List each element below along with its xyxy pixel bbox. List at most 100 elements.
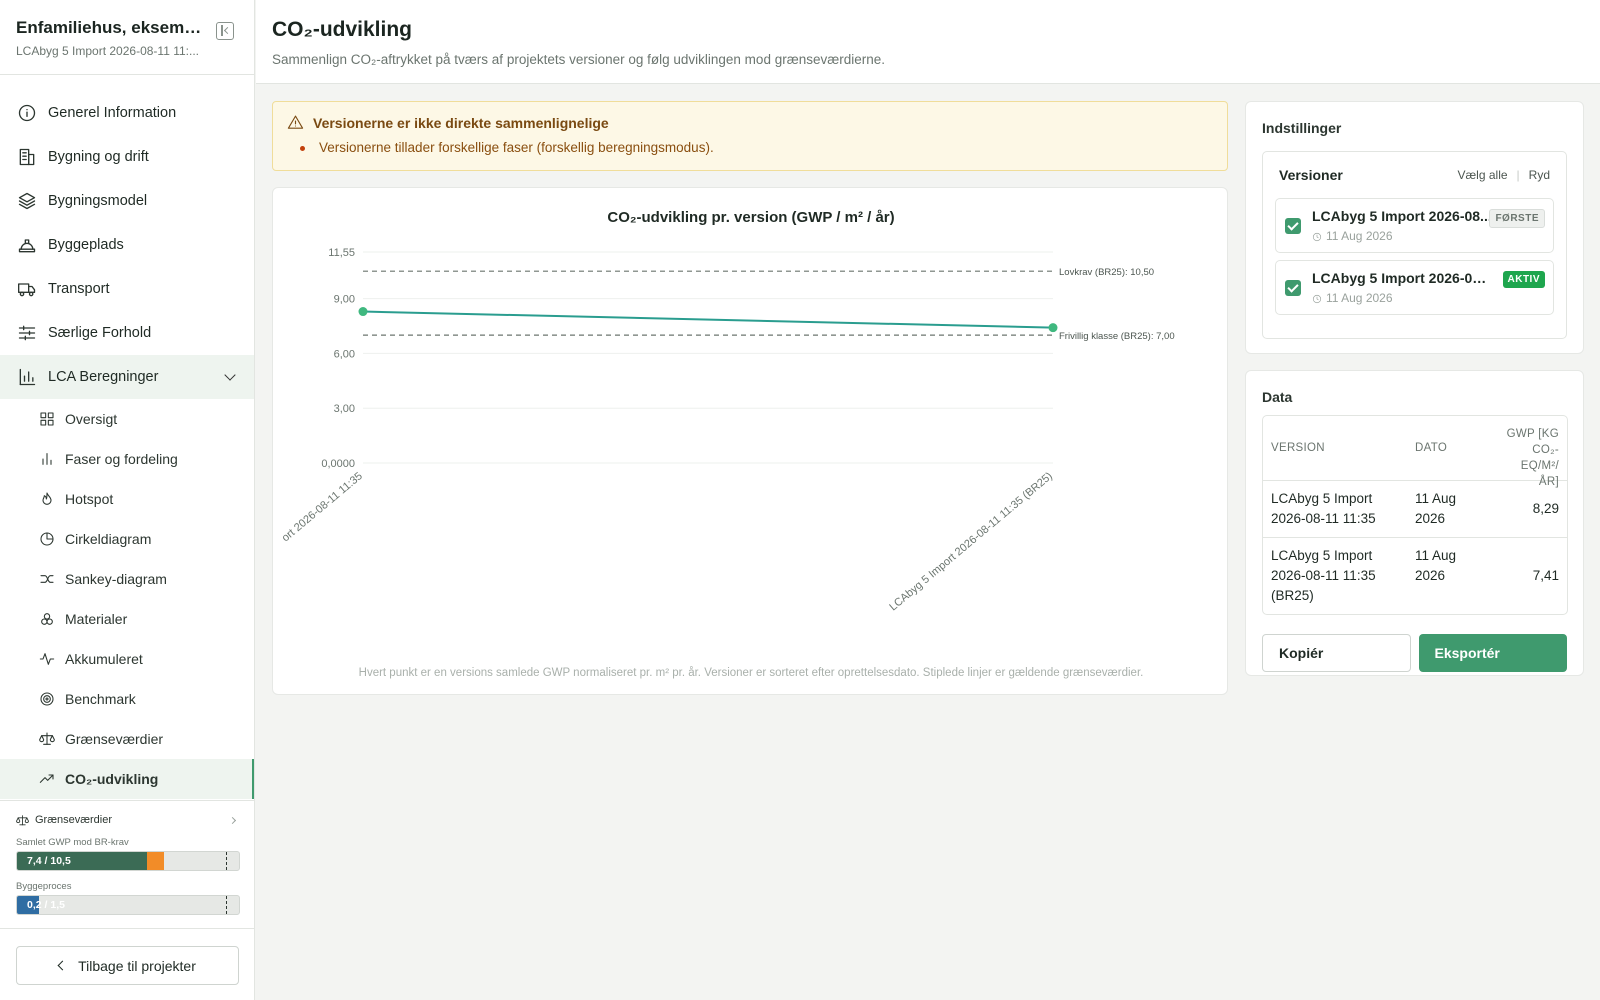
sidebar-subitem-label: Benchmark [65, 691, 136, 707]
sidebar-subitem-materialer[interactable]: Materialer [0, 599, 254, 639]
settings-card: Indstillinger Versioner Vælg alle | Ryd … [1245, 101, 1584, 354]
column-header-gwp: GWP [KG CO₂-EQ/M²/ ÅR] [1506, 428, 1559, 488]
limits-summary[interactable]: Grænseværdier Samlet GWP mod BR-krav 7,4… [0, 800, 254, 915]
sidebar-subitem-akkumuleret[interactable]: Akkumuleret [0, 639, 254, 679]
separator: | [1516, 168, 1520, 182]
version-date: 11 Aug 2026 [1312, 291, 1545, 305]
sidebar-item-label: LCA Beregninger [48, 369, 159, 385]
materials-icon [39, 611, 55, 627]
threshold-label: Lovkrav (BR25): 10,50 [1059, 267, 1154, 278]
version-date: 11 Aug 2026 [1312, 229, 1545, 243]
sankey-icon [39, 571, 55, 587]
sidebar-item-label: Byggeplads [48, 237, 124, 253]
column-header-date: DATO [1415, 442, 1448, 454]
limits-header[interactable]: Grænseværdier [16, 813, 238, 827]
sidebar-item-transport[interactable]: Transport [0, 267, 254, 311]
sidebar-item-label: Bygning og drift [48, 149, 149, 165]
clear-link[interactable]: Ryd [1528, 168, 1550, 182]
y-tick-label: 6,00 [334, 348, 355, 360]
threshold-label: Frivillig klasse (BR25): 7,00 [1059, 331, 1175, 342]
sidebar-subitem-graensevaerdier[interactable]: Grænseværdier [0, 719, 254, 759]
sidebar-item-generel-information[interactable]: Generel Information [0, 91, 254, 135]
sidebar-subitem-oversigt[interactable]: Oversigt [0, 399, 254, 439]
sidebar-subitem-label: Hotspot [65, 491, 114, 507]
data-table: VERSION DATO GWP [KG CO₂-EQ/M²/ ÅR] LCAb… [1262, 415, 1568, 615]
sidebar-subitem-label: Oversigt [65, 411, 118, 427]
chevron-down-icon[interactable] [224, 369, 236, 381]
gwp-limit-bar: 7,4 / 10,5 [16, 851, 240, 871]
back-button-label: Tilbage til projekter [78, 957, 196, 974]
gwp-bar-overflow [147, 852, 164, 870]
sidebar-item-label: Transport [48, 281, 110, 297]
sidebar-subitem-label: Sankey-diagram [65, 571, 167, 587]
export-button[interactable]: Eksportér [1418, 634, 1567, 672]
version-checkbox[interactable] [1285, 218, 1301, 234]
versions-title: Versioner [1279, 167, 1343, 183]
truck-icon [17, 279, 37, 299]
version-item[interactable]: LCAbyg 5 Import 2026-08-... 11 Aug 2026 … [1275, 260, 1554, 315]
data-card: Data VERSION DATO GWP [KG CO₂-EQ/M²/ ÅR]… [1245, 370, 1584, 676]
gwp-bar-fill [17, 852, 147, 870]
sidebar-subitem-label: Akkumuleret [65, 651, 143, 667]
sidebar-item-label: Generel Information [48, 105, 177, 121]
sidebar: Enfamiliehus, eksempel... LCAbyg 5 Impor… [0, 0, 255, 1000]
sidebar-item-label: Særlige Forhold [48, 325, 152, 341]
sidebar-item-saerlige-forhold[interactable]: Særlige Forhold [0, 311, 254, 355]
sidebar-item-label: Bygningsmodel [48, 193, 148, 209]
chart-x-labels: ort 2026-08-11 11:35 LCAbyg 5 Import 2026… [280, 470, 1055, 613]
sidebar-subitem-sankey-diagram[interactable]: Sankey-diagram [0, 559, 254, 599]
warning-title: Versionerne er ikke direkte sammenlignel… [287, 114, 1213, 131]
scale-icon [16, 814, 29, 827]
limit-marker [226, 852, 227, 870]
warning-item: Versionerne tillader forskellige faser (… [287, 140, 1213, 155]
sidebar-subitem-label: CO₂-udvikling [65, 771, 159, 787]
sidebar-subitem-benchmark[interactable]: Benchmark [0, 679, 254, 719]
sidebar-subitem-hotspot[interactable]: Hotspot [0, 479, 254, 519]
column-header-version: VERSION [1271, 442, 1325, 454]
chart-thresholds: Lovkrav (BR25): 10,50 Frivillig klasse (B… [363, 267, 1175, 342]
series-line [362, 310, 1054, 329]
version-name: LCAbyg 5 Import 2026-08... [1312, 208, 1492, 224]
gwp-bar-text: 7,4 / 10,5 [27, 855, 71, 867]
versions-panel: Versioner Vælg alle | Ryd LCAbyg 5 Impor… [1262, 151, 1567, 339]
sidebar-subitem-label: Grænseværdier [65, 731, 164, 747]
layers-icon [17, 191, 37, 211]
x-tick-label: ort 2026-08-11 11:35 [280, 470, 365, 544]
select-all-link[interactable]: Vælg alle [1457, 168, 1508, 182]
x-tick-label: LCAbyg 5 Import 2026-08-11 11:35 (BR25) [887, 470, 1055, 613]
chart-footnote: Hvert punkt er en versions samlede GWP n… [359, 667, 1144, 679]
sidebar-subitem-faser-og-fordeling[interactable]: Faser og fordeling [0, 439, 254, 479]
version-item[interactable]: LCAbyg 5 Import 2026-08... 11 Aug 2026 F… [1275, 198, 1554, 253]
target-icon [39, 691, 55, 707]
settings-title: Indstillinger [1262, 120, 1342, 136]
sidebar-item-byggeplads[interactable]: Byggeplads [0, 223, 254, 267]
sidebar-item-bygningsmodel[interactable]: Bygningsmodel [0, 179, 254, 223]
sidebar-subitem-label: Faser og fordeling [65, 451, 178, 467]
y-tick-label: 0,0000 [321, 458, 355, 470]
byggeproces-limit-bar: 0,2 / 1,5 [16, 895, 240, 915]
sidebar-nav: Generel Information Bygning og drift Byg… [0, 91, 254, 799]
copy-button[interactable]: Kopiér [1262, 634, 1411, 672]
chart-grid: 0,0000 3,00 6,00 9,00 11,55 [321, 247, 1053, 470]
limit-marker [226, 896, 227, 914]
project-title: Enfamiliehus, eksempel... [16, 18, 206, 37]
sidebar-subitem-cirkeldiagram[interactable]: Cirkeldiagram [0, 519, 254, 559]
table-row: LCAbyg 5 Import 2026-08-11 11:35 (BR25) … [1263, 538, 1567, 614]
collapse-sidebar-icon[interactable] [216, 22, 234, 40]
flame-icon [39, 491, 55, 507]
warning-triangle-icon [287, 114, 304, 131]
sidebar-item-bygning-og-drift[interactable]: Bygning og drift [0, 135, 254, 179]
cell-version: LCAbyg 5 Import 2026-08-11 11:35 [1271, 491, 1376, 526]
back-to-projects-button[interactable]: Tilbage til projekter [16, 946, 239, 985]
scale-icon [39, 731, 55, 747]
trending-up-icon [39, 771, 55, 787]
cell-gwp: 8,29 [1532, 501, 1559, 516]
version-checkbox[interactable] [1285, 280, 1301, 296]
cell-version: LCAbyg 5 Import 2026-08-11 11:35 (BR25) [1271, 548, 1376, 603]
version-date-text: 11 Aug 2026 [1326, 229, 1393, 243]
sidebar-item-lca-beregninger[interactable]: LCA Beregninger [0, 355, 254, 399]
chart-series [358, 307, 1058, 333]
sidebar-subitem-co2-udvikling[interactable]: CO₂-udvikling [0, 759, 254, 799]
data-point [1048, 323, 1058, 333]
table-row: LCAbyg 5 Import 2026-08-11 11:35 11 Aug … [1263, 481, 1567, 538]
